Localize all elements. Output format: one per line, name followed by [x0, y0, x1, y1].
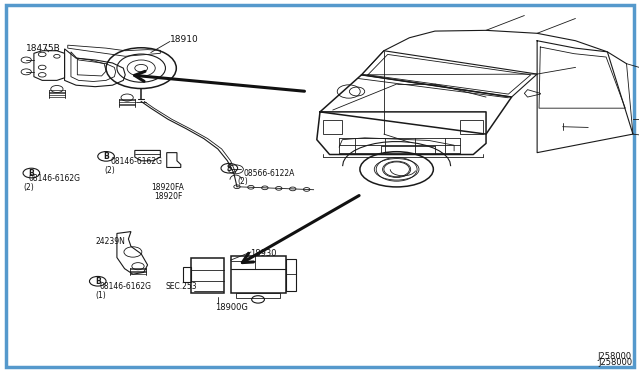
- Text: B: B: [95, 277, 100, 286]
- Text: 08566-6122A: 08566-6122A: [243, 169, 295, 177]
- Text: 08146-6162G: 08146-6162G: [111, 157, 163, 166]
- Text: (2): (2): [105, 166, 116, 175]
- Text: B: B: [103, 152, 109, 161]
- Text: 24239N: 24239N: [95, 237, 125, 246]
- Text: S: S: [227, 164, 232, 173]
- Text: SEC.253: SEC.253: [166, 282, 197, 291]
- Text: 08146-6162G: 08146-6162G: [29, 174, 81, 183]
- Text: 18920FA: 18920FA: [151, 183, 184, 192]
- Text: 18900G: 18900G: [214, 303, 248, 312]
- Text: 18910: 18910: [170, 35, 198, 44]
- Text: (1): (1): [95, 291, 106, 300]
- Text: 18930: 18930: [250, 249, 276, 258]
- Text: B: B: [28, 169, 34, 177]
- Text: J258000: J258000: [599, 357, 633, 366]
- Text: (2): (2): [237, 177, 248, 186]
- Text: 18475B: 18475B: [26, 44, 61, 53]
- Text: (2): (2): [23, 183, 34, 192]
- Text: 18920F: 18920F: [154, 192, 182, 201]
- Text: J258000: J258000: [598, 352, 632, 361]
- Text: 08146-6162G: 08146-6162G: [100, 282, 152, 291]
